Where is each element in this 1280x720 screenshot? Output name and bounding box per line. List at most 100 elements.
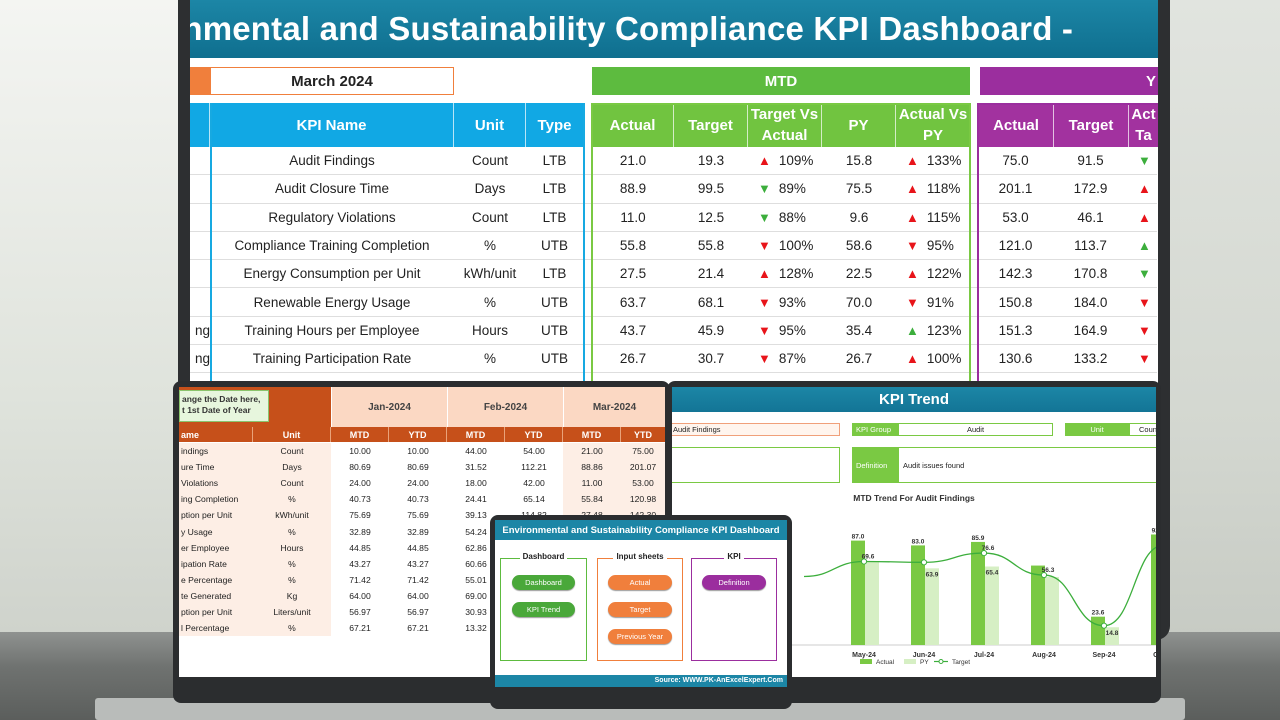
actual-value: 64.00: [349, 590, 371, 601]
kpi-name: Energy Consumption per Unit: [243, 266, 421, 282]
kpi-row: Compliance Training Completion% UTB 55.8 55…: [190, 232, 1157, 261]
actual-data-label: 23.6: [1092, 610, 1105, 617]
target-point: [1040, 571, 1048, 579]
gap: [583, 260, 592, 287]
mtd-actual-vs-py: ▲ 118%: [896, 175, 970, 202]
dashboard-button[interactable]: Dashboard: [512, 575, 575, 590]
py-data-label: 14.8: [1106, 630, 1119, 637]
actual-kpi-name: indings: [179, 443, 253, 460]
actual-value: 56.97: [349, 606, 371, 617]
ytd-actual: 130.6: [998, 351, 1033, 367]
actual-value: 62.86: [465, 542, 487, 553]
kpi-unit: Days: [474, 181, 506, 197]
actual-value: 31.52: [465, 462, 487, 473]
ytd-label: Y: [1145, 72, 1156, 90]
mtd-trend-chart: May-24 87.0 69.6 Jun-24 83.0 63.9 Jul-24 85.9 65…: [672, 527, 1156, 666]
mtd-actual-vs-py: ▲ 123%: [896, 317, 970, 344]
kpi-name: Compliance Training Completion: [234, 238, 430, 254]
x-tick-label: Jul-24: [974, 652, 994, 659]
actual-value: 64.00: [407, 590, 429, 601]
jan-mtd-col: MTD: [331, 427, 389, 442]
py-bar: [925, 568, 939, 645]
mtd-actual-vs-py-value: 133%: [926, 153, 962, 169]
actual-value: 43.27: [407, 558, 429, 569]
actual-row: indings Count 10.00 10.00 44.00 54.00 21.00 75.…: [179, 443, 665, 460]
mtd-py-header: PY: [822, 103, 896, 147]
definition-button[interactable]: Definition: [702, 575, 766, 590]
month-jan: Jan-2024: [331, 387, 447, 427]
mtd-target: 68.1: [697, 294, 725, 310]
mtd-header: Actual Target Target Vs Actual PY Actual …: [592, 103, 970, 147]
mtd-target-vs-actual: ▼ 93%: [748, 288, 822, 315]
kpi-name-header: KPI Name: [210, 103, 454, 147]
arrow-down-red-icon: ▼: [1138, 322, 1151, 338]
kpi-trend-button[interactable]: KPI Trend: [512, 602, 575, 617]
actual-unit: %: [253, 491, 331, 508]
mtd-target-vs-actual: ▼ 100%: [748, 232, 822, 259]
actual-button[interactable]: Actual: [608, 575, 672, 590]
actual-value: 11.00: [563, 475, 621, 492]
mtd-actual-vs-py-value: 118%: [926, 181, 961, 197]
mtd-actual: 55.8: [619, 238, 647, 254]
actual-unit: Count: [253, 443, 331, 460]
actual-value: 13.32: [465, 623, 487, 634]
mtd-actual-vs-py-value: 95%: [926, 238, 954, 254]
mtd-target-vs-actual: ▲ 109%: [748, 147, 822, 174]
target-data-label: 69.6: [862, 553, 875, 560]
actual-value: 24.00: [407, 478, 429, 489]
kpi-type: UTB: [541, 294, 568, 310]
gap: [583, 147, 592, 174]
kpi-type: UTB: [541, 351, 568, 367]
main-dashboard-screen: onmental and Sustainability Compliance K…: [190, 0, 1158, 385]
mtd-target-vs-actual-value: 87%: [778, 351, 806, 367]
mar-mtd-col: MTD: [563, 427, 621, 442]
ytd-indicator: ▲: [1128, 175, 1157, 202]
ytd-header: Actual Target Act Ta: [979, 103, 1158, 147]
mtd-target: 30.7: [697, 351, 725, 367]
month-selector[interactable]: March 2024: [210, 67, 454, 95]
ytd-actual: 53.0: [1002, 209, 1029, 225]
ytd-section-header: Y: [980, 67, 1158, 95]
kpi-header: KPI Name Unit Type: [190, 103, 583, 147]
x-tick-label: Sep-24: [1093, 652, 1116, 659]
ytd-target: 164.9: [1073, 322, 1108, 338]
ytd-actual: 142.3: [998, 266, 1033, 282]
mtd-actual-vs-py: ▼ 91%: [896, 288, 970, 315]
month-value: March 2024: [291, 72, 373, 90]
kpi-trend-title: KPI Trend: [672, 387, 1156, 412]
unit-value: Count: [1129, 423, 1156, 436]
gap: [970, 204, 978, 231]
target-button[interactable]: Target: [608, 602, 672, 617]
actual-value: 10.00: [349, 446, 371, 457]
dashboard-title: onmental and Sustainability Compliance K…: [190, 10, 1074, 47]
mtd-actual-vs-py-value: 122%: [926, 266, 962, 282]
previous-year-button[interactable]: Previous Year: [608, 629, 672, 644]
unit-col: Unit: [253, 427, 331, 442]
actual-unit: Kg: [253, 587, 331, 604]
kpi-unit: %: [483, 238, 496, 254]
dashboard-title-bar: onmental and Sustainability Compliance K…: [190, 0, 1158, 58]
kpi-name: Audit Findings: [289, 153, 375, 169]
kpi-row-prefix: [190, 260, 210, 287]
actual-unit: Days: [253, 459, 331, 476]
actual-kpi-name: Violations: [179, 475, 253, 492]
mtd-py: 58.6: [845, 238, 873, 254]
mtd-py: 75.5: [845, 181, 873, 197]
gap: [583, 288, 592, 315]
actual-value: 56.97: [407, 606, 429, 617]
kpi-table: Audit Findings Count LTB 21.0 19.3 ▲ 109% 15.8 ▲…: [190, 147, 1157, 374]
actual-kpi-name: e Percentage: [179, 571, 253, 588]
kpi-select-dropdown[interactable]: Audit Findings: [672, 423, 840, 436]
mtd-py: 26.7: [845, 351, 873, 367]
actual-unit: %: [253, 523, 331, 540]
mtd-target: 55.8: [697, 238, 725, 254]
arrow-up-red-icon: ▲: [758, 266, 771, 282]
ytd-indicator: ▼: [1128, 317, 1157, 344]
mtd-actual-vs-py-value: 100%: [926, 351, 962, 367]
kpi-type: UTB: [541, 322, 568, 338]
laptop-base: [95, 698, 1185, 720]
mtd-actual-vs-py: ▲ 133%: [896, 147, 970, 174]
arrow-down-red-icon: ▼: [1138, 351, 1151, 367]
ytd-indicator: ▲: [1128, 204, 1157, 231]
gap: [583, 317, 592, 344]
